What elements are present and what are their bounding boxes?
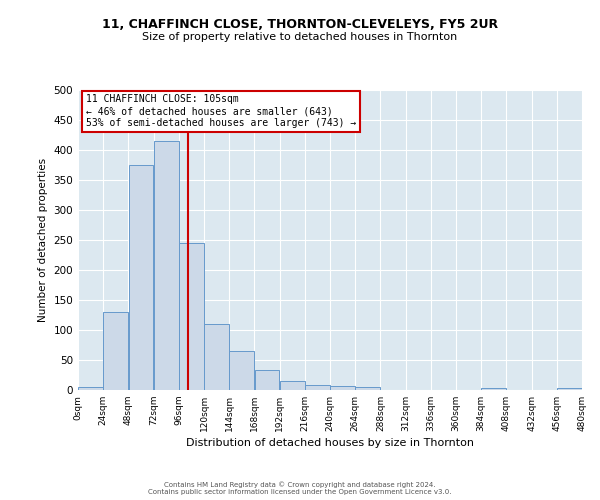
- Text: Size of property relative to detached houses in Thornton: Size of property relative to detached ho…: [142, 32, 458, 42]
- Y-axis label: Number of detached properties: Number of detached properties: [38, 158, 48, 322]
- Bar: [330, 386, 355, 390]
- Bar: [229, 351, 254, 390]
- Bar: [557, 388, 582, 390]
- Text: 11, CHAFFINCH CLOSE, THORNTON-CLEVELEYS, FY5 2UR: 11, CHAFFINCH CLOSE, THORNTON-CLEVELEYS,…: [102, 18, 498, 30]
- Bar: [128, 165, 154, 390]
- X-axis label: Distribution of detached houses by size in Thornton: Distribution of detached houses by size …: [186, 438, 474, 448]
- Bar: [254, 370, 280, 390]
- Text: 11 CHAFFINCH CLOSE: 105sqm
← 46% of detached houses are smaller (643)
53% of sem: 11 CHAFFINCH CLOSE: 105sqm ← 46% of deta…: [86, 94, 356, 128]
- Bar: [305, 385, 330, 390]
- Bar: [78, 387, 103, 390]
- Bar: [280, 381, 305, 390]
- Bar: [481, 388, 506, 390]
- Bar: [355, 387, 380, 390]
- Bar: [103, 312, 128, 390]
- Text: Contains public sector information licensed under the Open Government Licence v3: Contains public sector information licen…: [148, 489, 452, 495]
- Bar: [204, 324, 229, 390]
- Text: Contains HM Land Registry data © Crown copyright and database right 2024.: Contains HM Land Registry data © Crown c…: [164, 481, 436, 488]
- Bar: [179, 243, 204, 390]
- Bar: [154, 141, 179, 390]
